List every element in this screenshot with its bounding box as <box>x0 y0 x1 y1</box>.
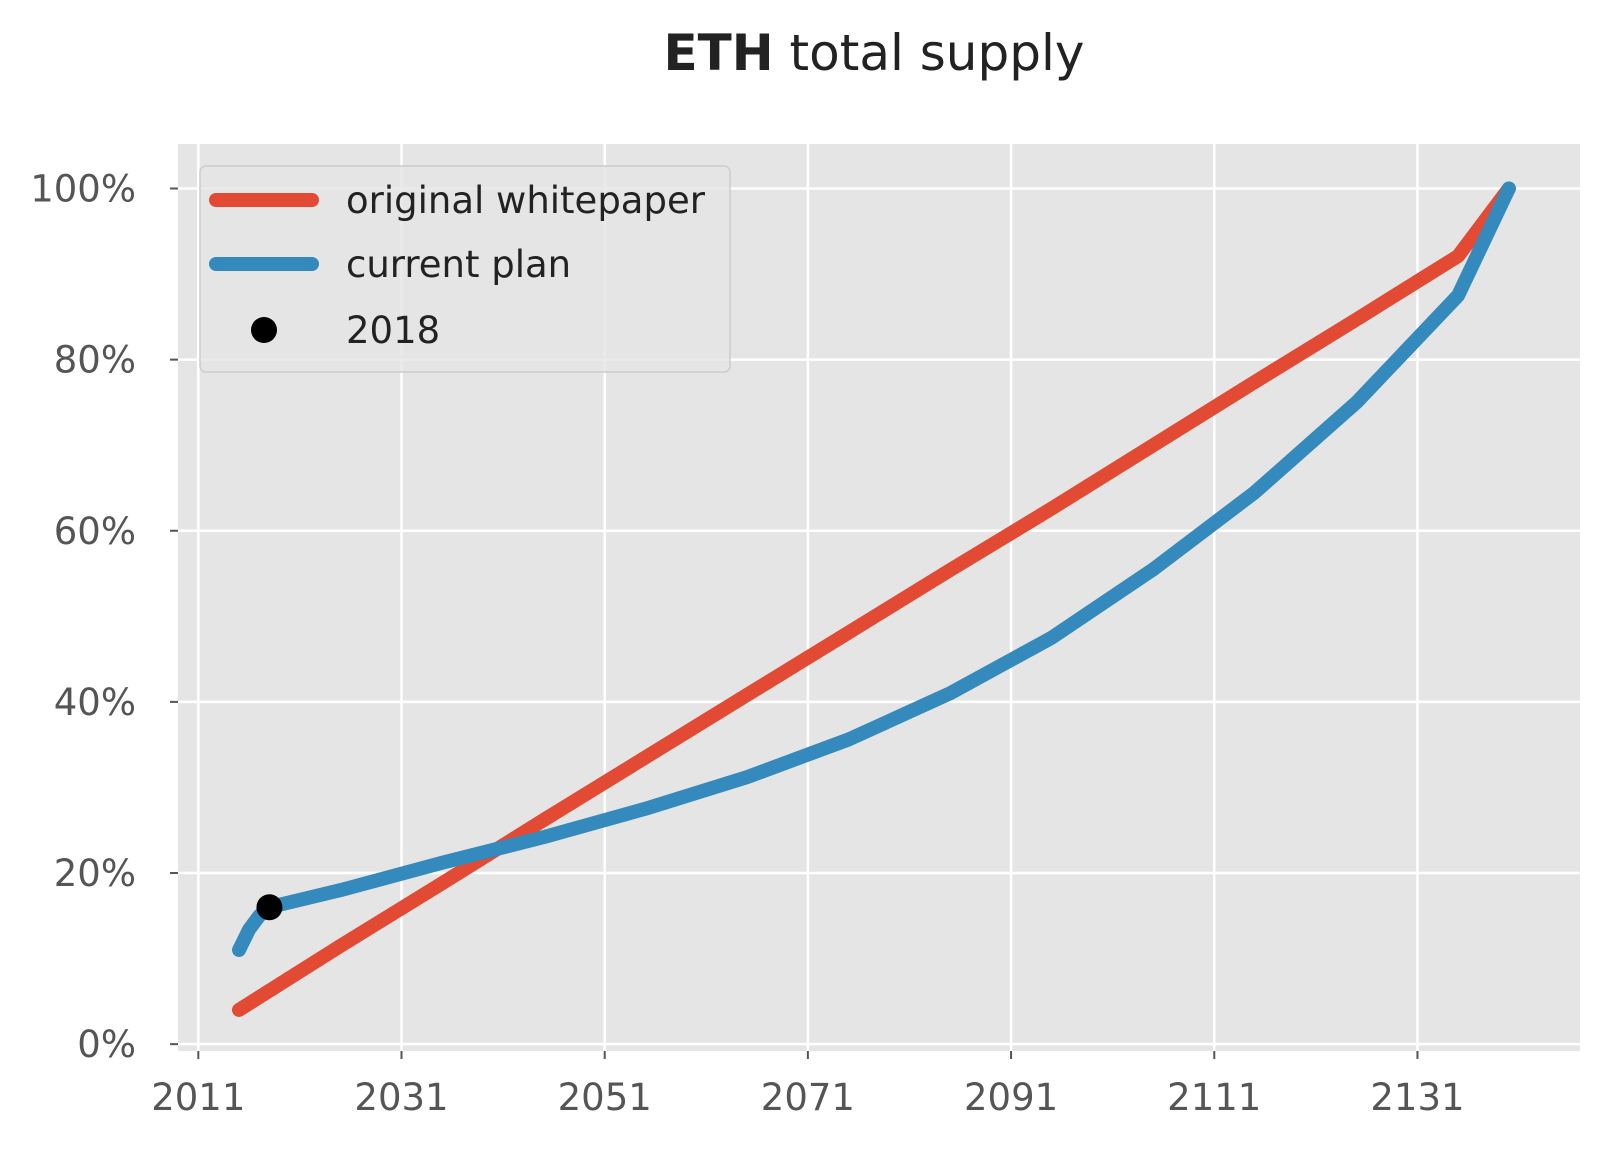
y-tick-label: 0% <box>77 1023 136 1066</box>
legend-label-2018: 2018 <box>346 309 440 352</box>
legend-marker-2018 <box>251 317 277 343</box>
x-tick-label: 2091 <box>964 1076 1058 1119</box>
chart-title-rest: total supply <box>774 24 1085 82</box>
legend-label-original-whitepaper: original whitepaper <box>346 179 706 222</box>
x-tick-label: 2071 <box>761 1076 855 1119</box>
data-markers <box>256 894 283 921</box>
y-tick-label: 80% <box>54 339 136 382</box>
y-tick-label: 100% <box>30 167 136 210</box>
marker-2018 <box>256 894 283 921</box>
series-line-original-whitepaper <box>232 181 1516 1017</box>
y-tick-label: 40% <box>54 681 136 724</box>
x-tick-label: 2111 <box>1167 1076 1261 1119</box>
legend-box <box>199 165 731 373</box>
y-axis-ticks: 0% 20% 40% 60% 80% 100% <box>30 167 178 1066</box>
x-tick-label: 2051 <box>558 1076 652 1119</box>
x-tick-label: 2031 <box>354 1076 448 1119</box>
x-tick-label: 2011 <box>151 1076 245 1119</box>
y-tick-label: 60% <box>54 510 136 553</box>
chart-title-bold: ETH <box>664 24 774 82</box>
x-axis-ticks: 2011 2031 2051 2071 2091 2111 2131 <box>151 1051 1465 1119</box>
chart-title: ETH total supply <box>664 24 1085 82</box>
y-tick-label: 20% <box>54 852 136 895</box>
legend-label-current-plan: current plan <box>346 243 571 286</box>
x-tick-label: 2131 <box>1370 1076 1464 1119</box>
legend: original whitepaper current plan 2018 <box>199 165 731 373</box>
